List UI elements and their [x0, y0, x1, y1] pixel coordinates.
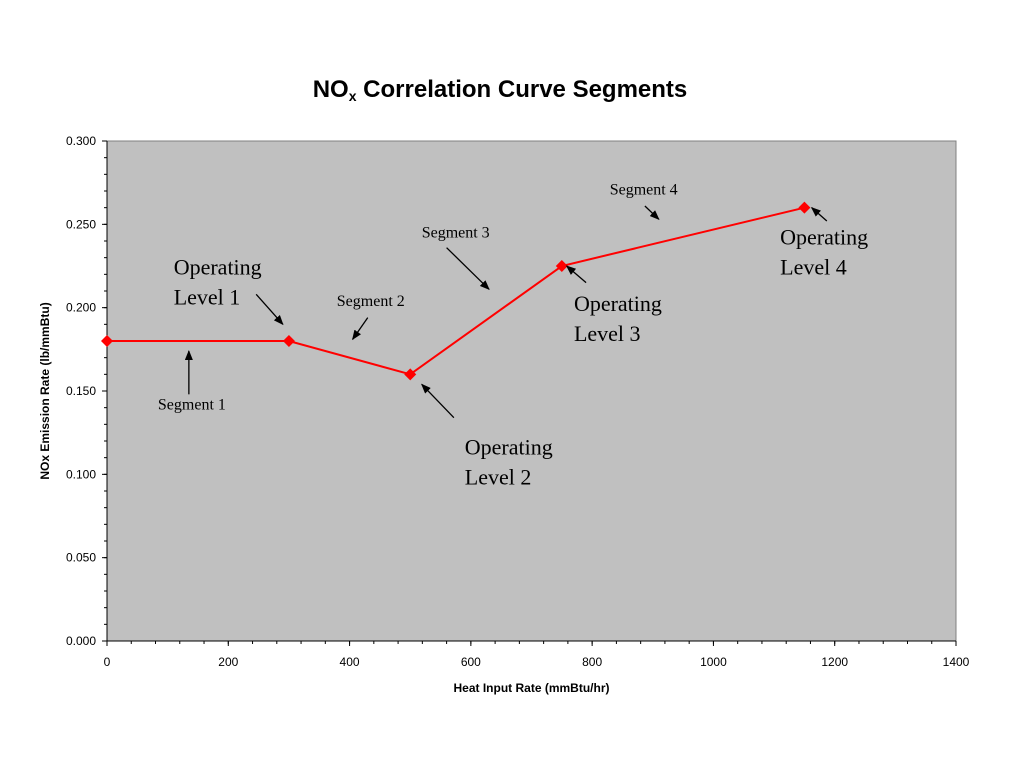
annotation-label-line: Segment 1 — [158, 396, 226, 413]
annotation-label: Operating Level 3 — [574, 291, 662, 346]
y-tick-label: 0.050 — [66, 551, 96, 565]
annotation-arrow — [421, 383, 455, 419]
y-tick-label: 0.300 — [66, 134, 96, 148]
annotation-segment-1: Segment 1 — [158, 350, 226, 413]
annotation-segment-4: Segment 4 — [610, 181, 678, 221]
chart-title: NOx Correlation Curve Segments — [0, 76, 1000, 104]
annotation-label-line: Operating — [574, 291, 662, 316]
annotation-label: Operating Level 4 — [780, 224, 868, 279]
annotation-label-line: Operating — [174, 254, 262, 279]
annotation-label-line: Segment 4 — [610, 181, 678, 198]
axes: 0.000 0.050 0.100 0.150 0.200 0.250 0.300 0 200 4… — [66, 134, 970, 669]
y-tick-label: 0.200 — [66, 301, 96, 315]
x-tick-label: 800 — [582, 655, 602, 669]
x-tick-label: 400 — [340, 655, 360, 669]
x-tick-label: 1400 — [943, 655, 970, 669]
plot-area — [106, 140, 957, 642]
annotation-arrow — [644, 205, 660, 221]
annotation-segment-3: Segment 3 — [422, 225, 490, 291]
annotation-arrow — [255, 293, 284, 326]
annotation-label-line: Level 4 — [780, 254, 847, 279]
annotation-arrow — [352, 317, 369, 341]
annotation-operating-level-2: Operating Level 2 — [421, 383, 553, 489]
annotation-label: Segment 3 — [422, 225, 490, 242]
y-axis-title: NOx Emission Rate (lb/mmBtu) — [38, 302, 52, 479]
data-point-marker — [404, 368, 417, 381]
y-tick-label: 0.000 — [66, 634, 96, 648]
annotation-label: Segment 4 — [610, 181, 678, 198]
annotation-arrow — [565, 265, 587, 284]
y-tick-label: 0.150 — [66, 384, 96, 398]
x-tick-label: 200 — [218, 655, 238, 669]
x-tick-label: 1000 — [700, 655, 727, 669]
data-point-marker — [282, 335, 295, 347]
annotation-operating-level-3: Operating Level 3 — [565, 265, 662, 346]
chart-title-main: NO — [312, 76, 349, 103]
annotation-label: Operating Level 2 — [465, 434, 553, 489]
annotation-label-line: Operating — [780, 224, 868, 249]
data-point-marker — [555, 260, 568, 272]
annotation-arrow — [810, 207, 828, 222]
x-tick-label: 1200 — [821, 655, 848, 669]
annotation-label: Operating Level 1 — [174, 254, 262, 309]
chart-title-rest: Correlation Curve Segments — [356, 76, 688, 103]
annotation-label-line: Level 3 — [574, 321, 641, 346]
x-tick-label: 600 — [461, 655, 481, 669]
annotation-segment-2: Segment 2 — [337, 293, 405, 341]
annotation-label: Segment 2 — [337, 293, 405, 310]
annotation-layer: Segment 1 Segment 2 Segment 3 Segment 4 Oper… — [158, 181, 868, 489]
annotation-label-line: Level 1 — [174, 284, 241, 309]
data-point-marker — [798, 201, 811, 214]
data-point-marker — [101, 335, 113, 347]
series-layer — [101, 201, 811, 381]
annotation-label: Segment 1 — [158, 396, 226, 413]
annotation-label-line: Segment 3 — [422, 225, 490, 242]
annotation-operating-level-1: Operating Level 1 — [174, 254, 284, 326]
y-tick-label: 0.250 — [66, 217, 96, 231]
annotation-label-line: Segment 2 — [337, 293, 405, 310]
chart-title-subscript: x — [348, 88, 357, 104]
annotation-label-line: Operating — [465, 434, 553, 459]
annotation-arrow — [446, 247, 490, 291]
x-tick-label: 0 — [104, 655, 111, 669]
x-axis-title: Heat Input Rate (mmBtu/hr) — [454, 681, 610, 695]
annotation-label-line: Level 2 — [465, 464, 532, 489]
annotation-operating-level-4: Operating Level 4 — [780, 207, 868, 279]
y-tick-label: 0.100 — [66, 467, 96, 481]
